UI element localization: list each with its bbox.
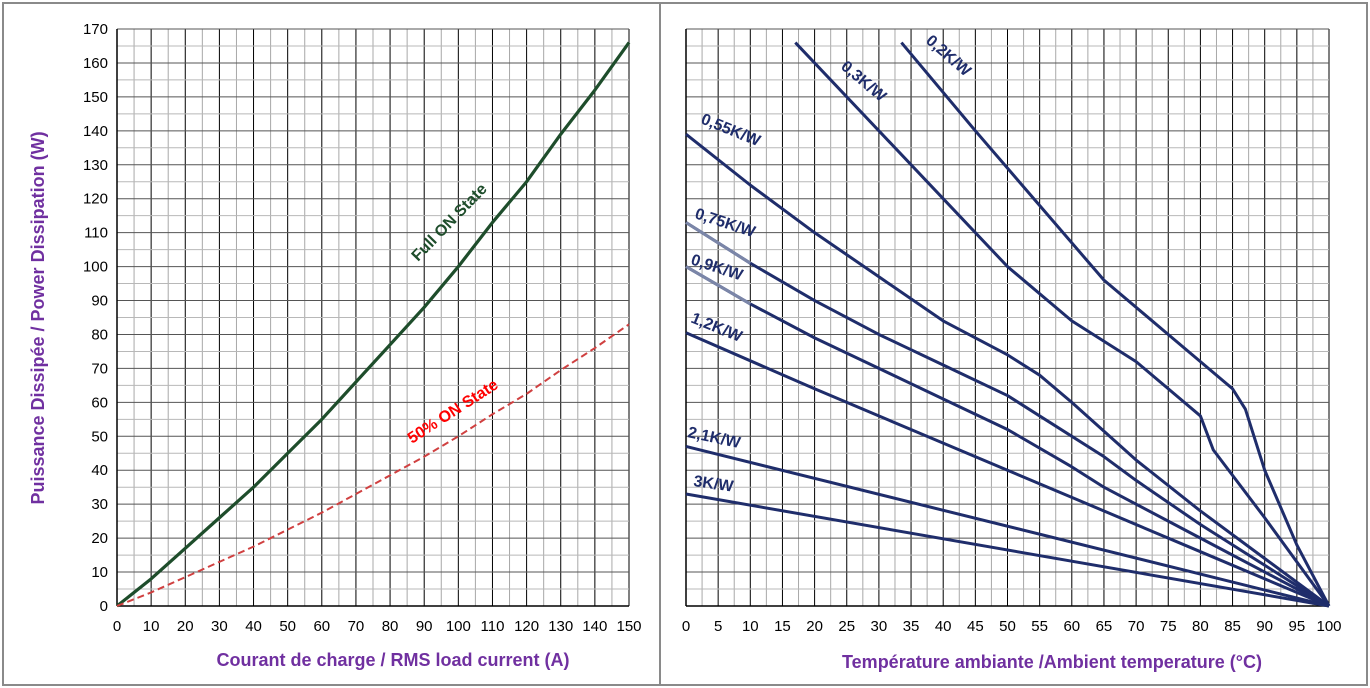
right-x-tick-label: 25: [838, 618, 855, 635]
right-x-tick-label: 0: [682, 618, 690, 635]
left-x-tick-label: 120: [514, 618, 539, 635]
left-y-tick-label: 140: [83, 123, 108, 140]
left-x-tick-label: 90: [416, 618, 433, 635]
right-x-tick-label: 60: [1063, 618, 1080, 635]
left-series: [116, 41, 631, 608]
curve-start-highlight: [685, 265, 752, 306]
left-y-tick-label: 20: [91, 530, 108, 547]
left-x-tick-label: 50: [279, 618, 296, 635]
right-x-tick-label: 45: [967, 618, 984, 635]
left-y-tick-label: 120: [83, 191, 108, 208]
left-grid: [116, 28, 630, 607]
right-x-tick-label: 100: [1316, 618, 1341, 635]
full-on-state-line: [116, 41, 631, 608]
left-x-tick-label: 60: [313, 618, 330, 635]
left-y-tick-label: 60: [91, 394, 108, 411]
right-x-tick-label: 20: [806, 618, 823, 635]
left-tick-labels: 0 10 20 30 40 50 60 70 80 90 100 110 120 130 140 150 0 10…: [83, 21, 642, 635]
left-x-tick-label: 150: [616, 618, 641, 635]
left-y-tick-label: 160: [83, 55, 108, 72]
left-x-tick-label: 20: [177, 618, 194, 635]
right-x-tick-label: 75: [1160, 618, 1177, 635]
left-x-tick-label: 70: [348, 618, 365, 635]
left-chart-power-vs-current: 0 10 20 30 40 50 60 70 80 90 100 110 120 130 140 150 0 10…: [28, 21, 642, 670]
left-x-axis-label: Courant de charge / RMS load current (A): [216, 650, 569, 670]
thermal-resistance-curve-0-55K-W: [685, 133, 1330, 608]
right-x-tick-label: 55: [1031, 618, 1048, 635]
left-x-tick-label: 10: [143, 618, 160, 635]
left-x-tick-label: 140: [582, 618, 607, 635]
left-y-tick-label: 90: [91, 293, 108, 310]
right-x-tick-label: 85: [1224, 618, 1241, 635]
right-x-tick-label: 15: [774, 618, 791, 635]
thermal-resistance-curve-0-75K-W: [685, 221, 1330, 608]
left-y-axis-label: Puissance Dissipée / Power Dissipation (…: [28, 131, 48, 504]
thermal-resistance-label: 3K/W: [692, 473, 735, 496]
left-y-tick-label: 110: [84, 225, 108, 242]
right-x-tick-label: 65: [1096, 618, 1113, 635]
right-x-axis-label: Température ambiante /Ambient temperatur…: [842, 652, 1262, 672]
left-x-tick-label: 110: [481, 618, 505, 635]
right-series: [685, 41, 1331, 608]
right-x-tick-label: 35: [903, 618, 920, 635]
left-y-tick-label: 100: [83, 259, 108, 276]
right-tick-labels: 0 5 10 15 20 25 30 35 40 45 50 55 60 65 70 75 80 85 90 95 10…: [682, 618, 1342, 635]
left-y-tick-label: 150: [83, 89, 108, 106]
left-x-tick-label: 130: [548, 618, 573, 635]
left-x-tick-label: 0: [113, 618, 121, 635]
right-x-tick-label: 70: [1128, 618, 1145, 635]
left-x-tick-label: 80: [382, 618, 399, 635]
right-x-tick-label: 95: [1289, 618, 1306, 635]
thermal-resistance-curve-0-3K-W: [794, 41, 1331, 607]
thermal-resistance-curve-0-9K-W: [685, 265, 1330, 608]
right-x-tick-label: 10: [742, 618, 759, 635]
left-y-tick-label: 170: [83, 21, 108, 38]
right-x-tick-label: 30: [871, 618, 888, 635]
right-grid: [685, 28, 1330, 607]
right-x-tick-label: 50: [999, 618, 1016, 635]
thermal-resistance-curve-3K-W: [685, 492, 1330, 608]
right-x-tick-label: 40: [935, 618, 952, 635]
right-x-tick-label: 5: [714, 618, 722, 635]
left-y-tick-label: 130: [83, 157, 108, 174]
left-y-tick-label: 10: [91, 564, 108, 581]
right-x-tick-label: 80: [1192, 618, 1209, 635]
left-y-tick-label: 0: [100, 598, 108, 615]
left-y-tick-label: 80: [91, 326, 108, 343]
left-y-tick-label: 30: [91, 496, 108, 513]
half-on-state-line: [116, 323, 630, 607]
right-chart-power-vs-temperature: 0 5 10 15 20 25 30 35 40 45 50 55 60 65 70 75 80 85 90 95 10…: [682, 28, 1342, 672]
curve-start-highlight: [685, 221, 752, 265]
left-y-tick-label: 40: [91, 462, 108, 479]
left-y-tick-label: 50: [91, 428, 108, 445]
thermal-resistance-curve-1-2K-W: [685, 331, 1330, 608]
thermal-resistance-curve-0-2K-W: [900, 41, 1331, 607]
thermal-resistance-curve-2-1K-W: [685, 445, 1330, 608]
left-y-tick-label: 70: [91, 360, 108, 377]
right-x-tick-label: 90: [1256, 618, 1273, 635]
left-x-tick-label: 40: [245, 618, 262, 635]
left-x-tick-label: 30: [211, 618, 228, 635]
left-x-tick-label: 100: [446, 618, 471, 635]
